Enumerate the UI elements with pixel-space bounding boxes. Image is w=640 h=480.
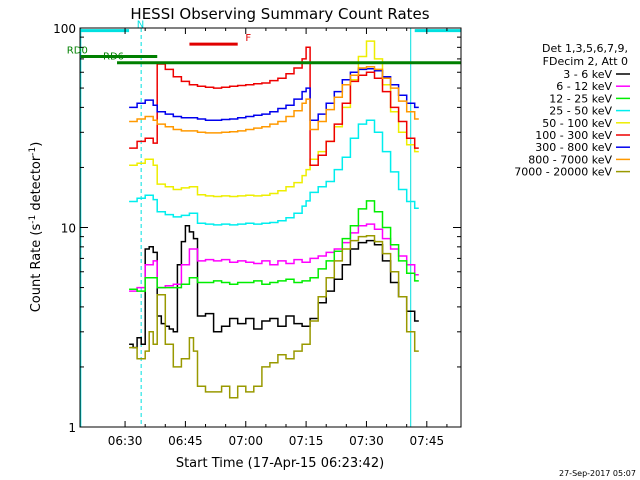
y-axis-label-exp2: -1 [28, 147, 38, 156]
series-line [129, 67, 419, 121]
y-axis-label-mid: detector [29, 155, 44, 215]
series-line [129, 225, 419, 349]
x-axis: 06:30 06:45 07:00 07:15 07:30 07:45 [108, 28, 448, 448]
series-line [129, 65, 419, 134]
x-tick-label: 06:30 [108, 434, 143, 448]
series-line [129, 119, 419, 226]
x-tick-label: 06:45 [168, 434, 203, 448]
flag-label: RD6 [103, 52, 124, 63]
chart-title: HESSI Observing Summary Count Rates [130, 5, 429, 23]
y-axis: 1 10 100 [53, 22, 461, 435]
y-tick-label: 10 [61, 222, 76, 236]
legend: Det 1,3,5,6,7,9, FDecim 2, Att 0 3 - 6 k… [514, 42, 630, 179]
x-tick-label: 07:15 [289, 434, 324, 448]
x-tick-label: 07:45 [410, 434, 445, 448]
flag-label: N [137, 20, 144, 31]
flag-labels: N F RD0 RD6 [67, 20, 252, 63]
legend-label: 7000 - 20000 keV [514, 166, 612, 179]
legend-label: 100 - 300 keV [535, 129, 612, 142]
legend-label: 6 - 12 keV [556, 80, 612, 93]
legend-label: 3 - 6 keV [563, 68, 612, 81]
legend-label: 50 - 100 keV [542, 117, 612, 130]
y-tick-label: 1 [68, 421, 76, 435]
x-tick-label: 07:00 [228, 434, 263, 448]
legend-label: 800 - 7000 keV [528, 153, 612, 166]
series-line [129, 234, 419, 399]
series-line [129, 40, 419, 198]
x-axis-label: Start Time (17-Apr-15 06:23:42) [176, 456, 384, 471]
flag-label: RD0 [67, 45, 88, 56]
footer-date: 27-Sep-2017 05:07 [559, 469, 636, 478]
y-axis-label-exp1: -1 [28, 215, 38, 224]
series-line [129, 200, 419, 292]
series-line [129, 46, 419, 167]
y-axis-label-main: Count Rate (s [29, 224, 44, 313]
y-tick-label: 100 [53, 22, 76, 36]
legend-label: 25 - 50 keV [549, 105, 612, 118]
x-tick-label: 07:30 [349, 434, 384, 448]
series-line [129, 223, 419, 292]
series-layer [129, 40, 419, 399]
flag-label: F [245, 33, 251, 44]
legend-label: 300 - 800 keV [535, 141, 612, 154]
legend-header-line-1: Det 1,3,5,6,7,9, [542, 42, 628, 55]
y-axis-label: Count Rate (s-1 detector-1) [28, 142, 44, 313]
y-axis-label-end: ) [29, 142, 44, 147]
legend-label: 12 - 25 keV [549, 92, 612, 105]
legend-header-line-2: FDecim 2, Att 0 [543, 55, 628, 68]
